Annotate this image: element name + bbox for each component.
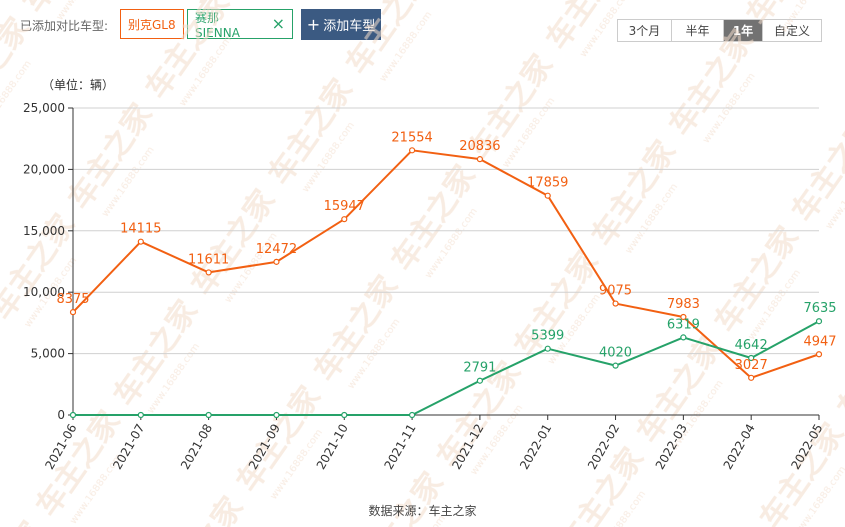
x-tick-label: 2021-12 — [449, 421, 486, 471]
data-point — [69, 309, 77, 316]
data-label: 12472 — [256, 242, 297, 257]
x-tick-label: 2022-03 — [653, 422, 690, 472]
data-label: 3027 — [735, 358, 768, 373]
data-label: 7983 — [667, 297, 700, 312]
data-point — [137, 238, 144, 245]
data-point — [137, 411, 144, 419]
data-point — [748, 374, 755, 381]
data-point — [748, 354, 755, 362]
data-label: 20836 — [459, 139, 500, 154]
x-tick-label: 2021-06 — [42, 422, 79, 472]
data-source-label: 数据来源：车主之家 — [368, 504, 477, 518]
x-tick-label: 2022-05 — [788, 422, 825, 472]
x-tick-label: 2021-11 — [381, 422, 418, 472]
y-tick-label: 5,000 — [31, 347, 65, 361]
data-label: 8375 — [56, 292, 89, 307]
data-label: 4947 — [803, 334, 836, 349]
data-label: 2791 — [463, 361, 496, 376]
x-tick-label: 2022-02 — [585, 422, 622, 472]
x-tick-label: 2021-10 — [314, 422, 351, 472]
data-point — [680, 313, 687, 321]
x-tick-label: 2022-01 — [517, 422, 554, 472]
data-point — [205, 269, 212, 276]
data-label: 11611 — [188, 252, 229, 267]
data-point — [544, 192, 551, 199]
data-point — [408, 147, 416, 154]
data-labels: 8375 14115 11611 12472 15947 21554 20836 17859 9… — [56, 130, 836, 375]
data-point — [612, 300, 619, 307]
data-point — [273, 411, 280, 419]
y-tick-label: 15,000 — [23, 224, 65, 238]
x-tick-label: 2022-04 — [721, 422, 758, 472]
data-label: 14115 — [120, 222, 161, 237]
series-line-sienna — [73, 320, 820, 416]
data-point — [815, 318, 823, 325]
data-point — [680, 334, 687, 341]
y-tick-label: 0 — [57, 408, 65, 422]
data-point — [815, 351, 823, 358]
data-label: 9075 — [599, 284, 632, 299]
x-tick-label: 2021-07 — [110, 422, 147, 472]
y-tick-label: 10,000 — [23, 285, 65, 299]
data-point — [476, 377, 484, 384]
y-tick-label: 20,000 — [23, 162, 65, 176]
data-label: 4642 — [735, 338, 768, 353]
series-line-buick-gl8 — [72, 149, 820, 379]
x-tick-label: 2021-08 — [178, 422, 215, 472]
data-point — [408, 411, 416, 419]
data-label: 6319 — [667, 317, 700, 332]
sales-line-chart: 0 5,000 10,000 15,000 20,000 25,000 2021-06 202… — [23, 101, 837, 472]
data-label: 7635 — [803, 301, 836, 316]
data-point — [341, 216, 348, 223]
grid-lines — [73, 107, 819, 355]
y-tick-label: 25,000 — [23, 101, 65, 115]
data-point — [341, 411, 348, 419]
data-point — [273, 258, 280, 265]
data-label: 21554 — [391, 130, 432, 145]
data-point — [544, 345, 551, 352]
data-point — [476, 156, 484, 163]
data-point — [205, 411, 212, 419]
series-layer — [69, 147, 823, 419]
data-label: 4020 — [599, 346, 632, 361]
data-point — [69, 411, 77, 419]
data-label: 15947 — [324, 199, 365, 214]
x-tick-label: 2021-09 — [246, 422, 283, 472]
data-point — [612, 362, 619, 369]
data-label: 17859 — [527, 176, 568, 191]
data-label: 5399 — [531, 329, 564, 344]
